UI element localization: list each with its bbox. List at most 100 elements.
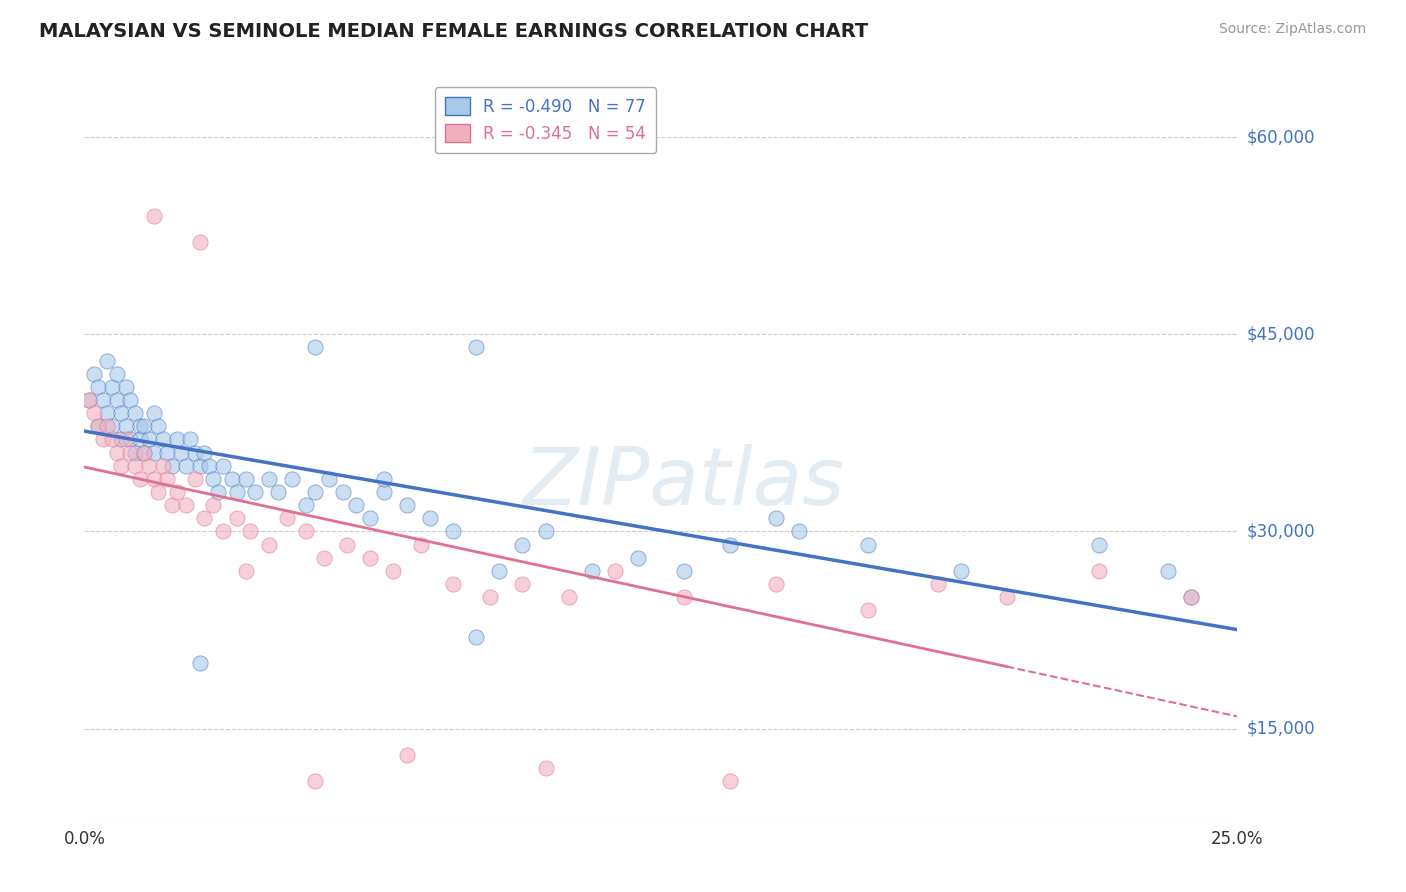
Point xyxy=(124,445,146,459)
Point xyxy=(512,538,534,552)
Point xyxy=(1180,590,1202,604)
Point xyxy=(110,406,132,420)
Text: ZIPatlas: ZIPatlas xyxy=(523,444,845,523)
Point xyxy=(294,498,316,512)
Point xyxy=(138,433,160,447)
Point xyxy=(858,538,880,552)
Point xyxy=(627,550,650,565)
Point xyxy=(142,472,165,486)
Point xyxy=(160,498,183,512)
Point xyxy=(382,564,405,578)
Text: $15,000: $15,000 xyxy=(1247,720,1315,738)
Point xyxy=(134,419,156,434)
Point xyxy=(146,419,169,434)
Point xyxy=(512,577,534,591)
Point xyxy=(488,564,510,578)
Point xyxy=(718,538,741,552)
Point xyxy=(211,524,233,539)
Point xyxy=(314,550,336,565)
Point xyxy=(115,433,138,447)
Point xyxy=(304,340,326,354)
Point xyxy=(267,485,290,500)
Point xyxy=(101,433,124,447)
Text: MALAYSIAN VS SEMINOLE MEDIAN FEMALE EARNINGS CORRELATION CHART: MALAYSIAN VS SEMINOLE MEDIAN FEMALE EARN… xyxy=(39,22,869,41)
Point xyxy=(221,472,243,486)
Point xyxy=(96,406,118,420)
Point xyxy=(276,511,298,525)
Point xyxy=(83,406,105,420)
Point xyxy=(188,656,211,670)
Point xyxy=(87,419,110,434)
Point xyxy=(373,485,395,500)
Point xyxy=(396,747,419,762)
Point xyxy=(336,538,359,552)
Point xyxy=(110,458,132,473)
Text: $45,000: $45,000 xyxy=(1247,326,1315,343)
Point xyxy=(142,445,165,459)
Point xyxy=(672,590,695,604)
Point xyxy=(184,445,207,459)
Point xyxy=(120,392,142,407)
Point xyxy=(160,458,183,473)
Point xyxy=(534,761,557,775)
Point xyxy=(235,472,257,486)
Point xyxy=(235,564,257,578)
Point xyxy=(1088,564,1111,578)
Point xyxy=(152,433,174,447)
Point xyxy=(202,498,225,512)
Point xyxy=(858,603,880,617)
Point xyxy=(765,577,787,591)
Point xyxy=(257,472,280,486)
Point xyxy=(396,498,419,512)
Point xyxy=(198,458,221,473)
Point xyxy=(179,433,201,447)
Point xyxy=(239,524,262,539)
Point xyxy=(110,433,132,447)
Point xyxy=(193,511,215,525)
Point xyxy=(304,774,326,789)
Point xyxy=(138,458,160,473)
Legend: R = -0.490   N = 77, R = -0.345   N = 54: R = -0.490 N = 77, R = -0.345 N = 54 xyxy=(434,87,657,153)
Point xyxy=(170,445,193,459)
Point xyxy=(87,419,110,434)
Text: Source: ZipAtlas.com: Source: ZipAtlas.com xyxy=(1219,22,1367,37)
Text: $60,000: $60,000 xyxy=(1247,128,1315,146)
Point xyxy=(96,419,118,434)
Point xyxy=(128,433,150,447)
Point xyxy=(419,511,441,525)
Point xyxy=(124,406,146,420)
Text: $30,000: $30,000 xyxy=(1247,523,1315,541)
Point xyxy=(156,445,179,459)
Point xyxy=(441,524,464,539)
Point xyxy=(318,472,340,486)
Point xyxy=(243,485,266,500)
Point xyxy=(1180,590,1202,604)
Point xyxy=(332,485,354,500)
Point xyxy=(465,630,488,644)
Point xyxy=(120,433,142,447)
Point xyxy=(1088,538,1111,552)
Point xyxy=(207,485,229,500)
Point xyxy=(534,524,557,539)
Point xyxy=(91,433,114,447)
Point xyxy=(1157,564,1180,578)
Point xyxy=(105,392,128,407)
Point xyxy=(465,340,488,354)
Point xyxy=(87,380,110,394)
Point xyxy=(787,524,810,539)
Point xyxy=(83,367,105,381)
Point xyxy=(479,590,502,604)
Point xyxy=(101,380,124,394)
Point xyxy=(156,472,179,486)
Point xyxy=(77,392,100,407)
Point xyxy=(142,209,165,223)
Point xyxy=(603,564,626,578)
Point xyxy=(718,774,741,789)
Point xyxy=(105,367,128,381)
Point xyxy=(359,550,381,565)
Point xyxy=(188,458,211,473)
Point xyxy=(174,498,197,512)
Point xyxy=(211,458,233,473)
Point xyxy=(105,445,128,459)
Point xyxy=(304,485,326,500)
